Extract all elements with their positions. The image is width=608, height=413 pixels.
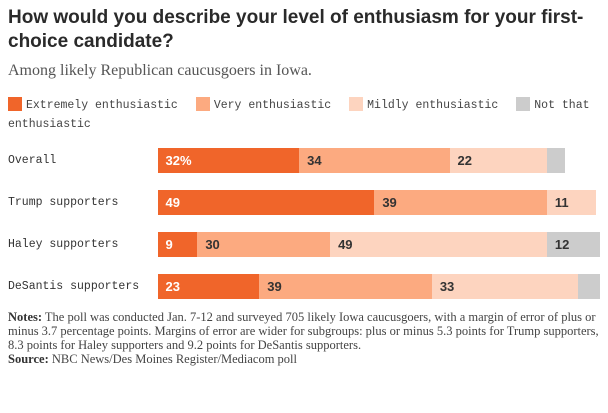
source-label: Source: [8,352,49,366]
bar-segment: 22 [449,148,547,173]
legend-label: Very enthusiastic [213,99,332,112]
data-label: 32% [165,153,192,168]
chart-subtitle: Among likely Republican caucusgoers in I… [8,62,312,79]
legend-item: Not that enthusiastic [8,97,590,131]
stacked-bar: 32% 34 22 [157,148,601,173]
data-label: 49 [338,237,353,252]
data-label: 34 [307,153,322,168]
data-label: 9 [165,237,173,252]
data-label: 11 [554,195,569,210]
bar-segment: 12 [546,232,600,257]
legend-item: Mildly enthusiastic [349,97,499,112]
bar-segment: 11 [546,190,596,215]
legend-label: Not that enthusiastic [8,99,590,131]
data-label: 39 [382,195,397,210]
category-label: DeSantis supporters [8,280,140,293]
data-label: 39 [267,279,282,294]
data-label: 22 [457,153,472,168]
legend-label: Extremely enthusiastic [26,99,178,112]
data-label: 23 [165,279,180,294]
bar-segment: 9 [157,232,198,257]
data-label: 30 [205,237,220,252]
data-label: 33 [439,279,455,294]
bar-segment: 39 [259,274,432,299]
stacked-bar: 23 39 33 [157,274,601,299]
bar-segment [546,148,565,173]
legend-swatch [349,97,364,111]
notes-label: Notes: [8,310,43,324]
bar-segment [577,274,600,299]
bar-rows: Overall 32% 34 22 Trump supporters 49 39 11 Hale… [8,148,600,299]
bar-segment: 39 [374,190,547,215]
notes: Notes: The poll was conducted Jan. 7-12 … [8,310,600,366]
bar-row: DeSantis supporters 23 39 33 [8,274,600,299]
category-label: Overall [8,154,57,167]
bar-segment: 30 [197,232,331,257]
bar-segment: 23 [157,274,260,299]
bar-row: Overall 32% 34 22 [8,148,600,173]
stacked-bar: 49 39 11 [157,190,601,215]
bar-segment: 34 [299,148,450,173]
category-label: Haley supporters [8,238,119,251]
chart-title: How would you describe your level of ent… [8,7,584,52]
bar-segment: 32% [157,148,300,173]
legend-label: Mildly enthusiastic [367,99,499,112]
legend-swatch [516,97,531,111]
legend-item: Very enthusiastic [195,97,332,112]
bar-segment: 49 [157,190,375,215]
category-label: Trump supporters [8,196,119,209]
stacked-bar: 9 30 49 12 [157,232,601,257]
data-label: 49 [165,195,180,210]
legend: Extremely enthusiastic Very enthusiastic M… [8,96,608,134]
legend-swatch [195,97,210,111]
bar-segment: 33 [431,274,578,299]
notes-text: The poll was conducted Jan. 7-12 and sur… [8,310,599,352]
data-label: 12 [554,237,570,252]
bar-segment: 49 [330,232,547,257]
legend-swatch [8,97,22,111]
bar-row: Trump supporters 49 39 11 [8,190,600,215]
source-text: NBC News/Des Moines Register/Mediacom po… [51,352,297,366]
legend-item: Extremely enthusiastic [8,97,178,112]
bar-row: Haley supporters 9 30 49 12 [8,232,600,257]
